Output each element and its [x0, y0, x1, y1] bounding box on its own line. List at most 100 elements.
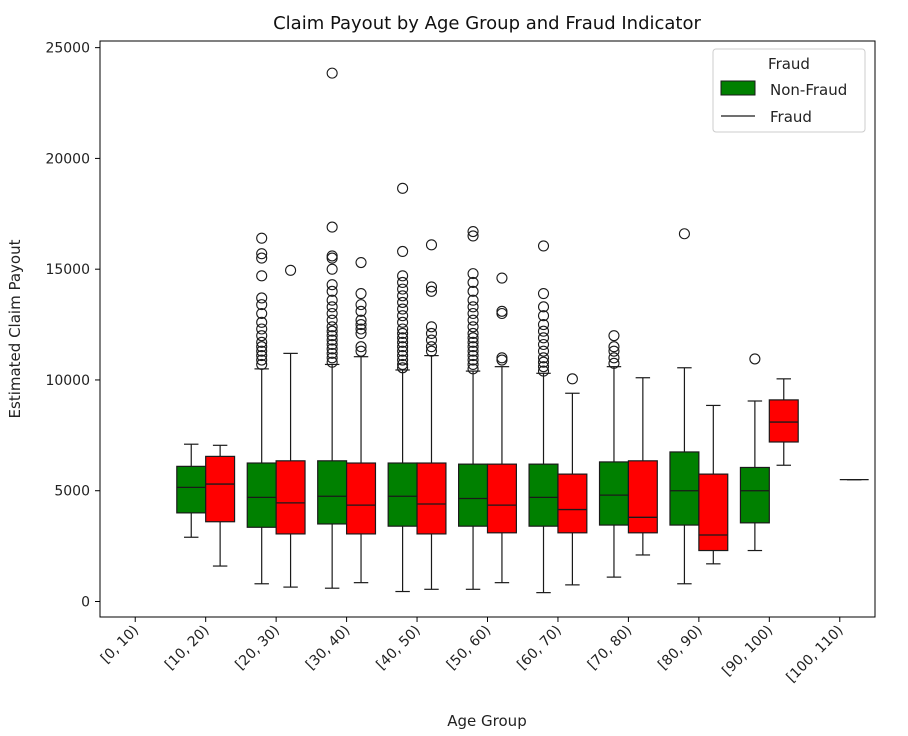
x-tick-label: [80, 90): [655, 623, 706, 674]
outlier-point: [397, 182, 409, 194]
outlier-point: [355, 299, 367, 311]
box-iqr: [698, 473, 729, 552]
x-tick-label: [60, 70): [514, 623, 565, 674]
outlier-point: [537, 361, 550, 373]
box-group-fraud: [205, 444, 236, 567]
outlier-point: [355, 314, 367, 326]
outlier-point: [467, 327, 479, 339]
outlier-point: [608, 357, 620, 369]
y-axis-title: Estimated Claim Payout: [6, 239, 24, 418]
box-group-fraud: [698, 404, 729, 565]
box-iqr: [275, 460, 306, 535]
outlier-point: [467, 294, 479, 306]
box-iqr: [345, 462, 377, 535]
outlier-point: [397, 303, 409, 315]
box-iqr: [528, 463, 559, 527]
outlier-point: [467, 276, 479, 289]
outlier-point: [397, 362, 409, 374]
legend-frame: [712, 48, 866, 133]
outlier-point: [608, 341, 620, 353]
x-axis-title: Age Group: [447, 712, 526, 730]
outlier-point: [397, 327, 409, 339]
box-iqr: [598, 461, 630, 526]
outlier-point: [326, 325, 338, 337]
outlier-point: [326, 263, 338, 275]
outlier-point: [256, 270, 268, 282]
outlier-point: [326, 250, 338, 262]
outlier-point: [256, 232, 268, 244]
outlier-point: [397, 341, 409, 353]
outlier-point: [256, 299, 268, 311]
x-tick-label: [20, 30): [232, 623, 283, 674]
box-group-fraud: [486, 272, 517, 584]
outlier-point: [256, 307, 268, 320]
outlier-point: [467, 225, 479, 238]
outlier-point: [397, 290, 409, 302]
box-group-non-fraud: [739, 353, 770, 552]
outlier-point: [326, 301, 338, 313]
outlier-point: [256, 323, 268, 335]
outlier-point: [355, 305, 367, 317]
outlier-point: [467, 301, 479, 313]
outlier-point: [496, 272, 508, 284]
outlier-point: [397, 358, 409, 370]
outlier-point: [537, 345, 550, 357]
outlier-point: [326, 285, 338, 297]
outlier-point: [397, 323, 409, 335]
outlier-point: [256, 316, 268, 328]
box-group-non-fraud: [246, 232, 277, 585]
outlier-point: [326, 352, 338, 364]
outlier-point: [467, 350, 479, 362]
outlier-point: [256, 350, 268, 362]
outlier-point: [397, 336, 409, 348]
outlier-point: [326, 334, 338, 346]
outlier-point: [425, 341, 438, 353]
legend: Fraud Non-Fraud Fraud: [712, 48, 866, 133]
x-tick-label: [30, 40): [303, 623, 354, 674]
outlier-point: [537, 288, 550, 300]
outlier-point: [425, 285, 438, 297]
outlier-point: [256, 252, 268, 264]
x-tick-label: [40, 50): [373, 623, 424, 674]
outlier-point: [355, 323, 367, 335]
outlier-point: [285, 264, 297, 276]
outlier-point: [537, 332, 550, 344]
outlier-point: [397, 296, 409, 308]
box-group-non-fraud: [387, 182, 418, 593]
box-iqr: [627, 460, 658, 534]
outlier-point: [678, 228, 690, 240]
legend-label-non-fraud: Non-Fraud: [770, 81, 847, 99]
outlier-point: [467, 314, 479, 326]
y-tick-label: 20000: [45, 151, 90, 167]
box-iqr: [486, 463, 517, 534]
outlier-point: [537, 352, 550, 364]
box-group-fraud: [627, 377, 658, 556]
outlier-point: [425, 334, 438, 346]
box-iqr: [416, 462, 447, 535]
outlier-point: [425, 327, 438, 339]
outlier-point: [425, 345, 438, 357]
outlier-point: [425, 281, 438, 293]
box-iqr: [669, 451, 700, 526]
outlier-point: [467, 354, 479, 366]
outlier-point: [355, 345, 367, 357]
outlier-point: [467, 230, 479, 242]
outlier-point: [326, 307, 338, 320]
outlier-point: [326, 321, 338, 333]
outlier-point: [326, 330, 338, 342]
box-iqr: [176, 465, 207, 514]
box-group-non-fraud: [669, 228, 700, 585]
outlier-point: [537, 319, 550, 331]
y-tick-label: 0: [81, 594, 90, 610]
x-tick-label: [50, 60): [444, 623, 495, 674]
box-group-fraud: [557, 373, 588, 586]
outlier-point: [397, 270, 409, 282]
outlier-point: [397, 283, 409, 295]
y-tick-label: 5000: [54, 484, 90, 500]
box-group-fraud: [275, 264, 306, 588]
outlier-point: [256, 330, 268, 342]
outlier-point: [496, 305, 508, 317]
box-group-non-fraud: [598, 330, 630, 578]
outlier-point: [537, 356, 550, 368]
outlier-point: [467, 307, 479, 320]
